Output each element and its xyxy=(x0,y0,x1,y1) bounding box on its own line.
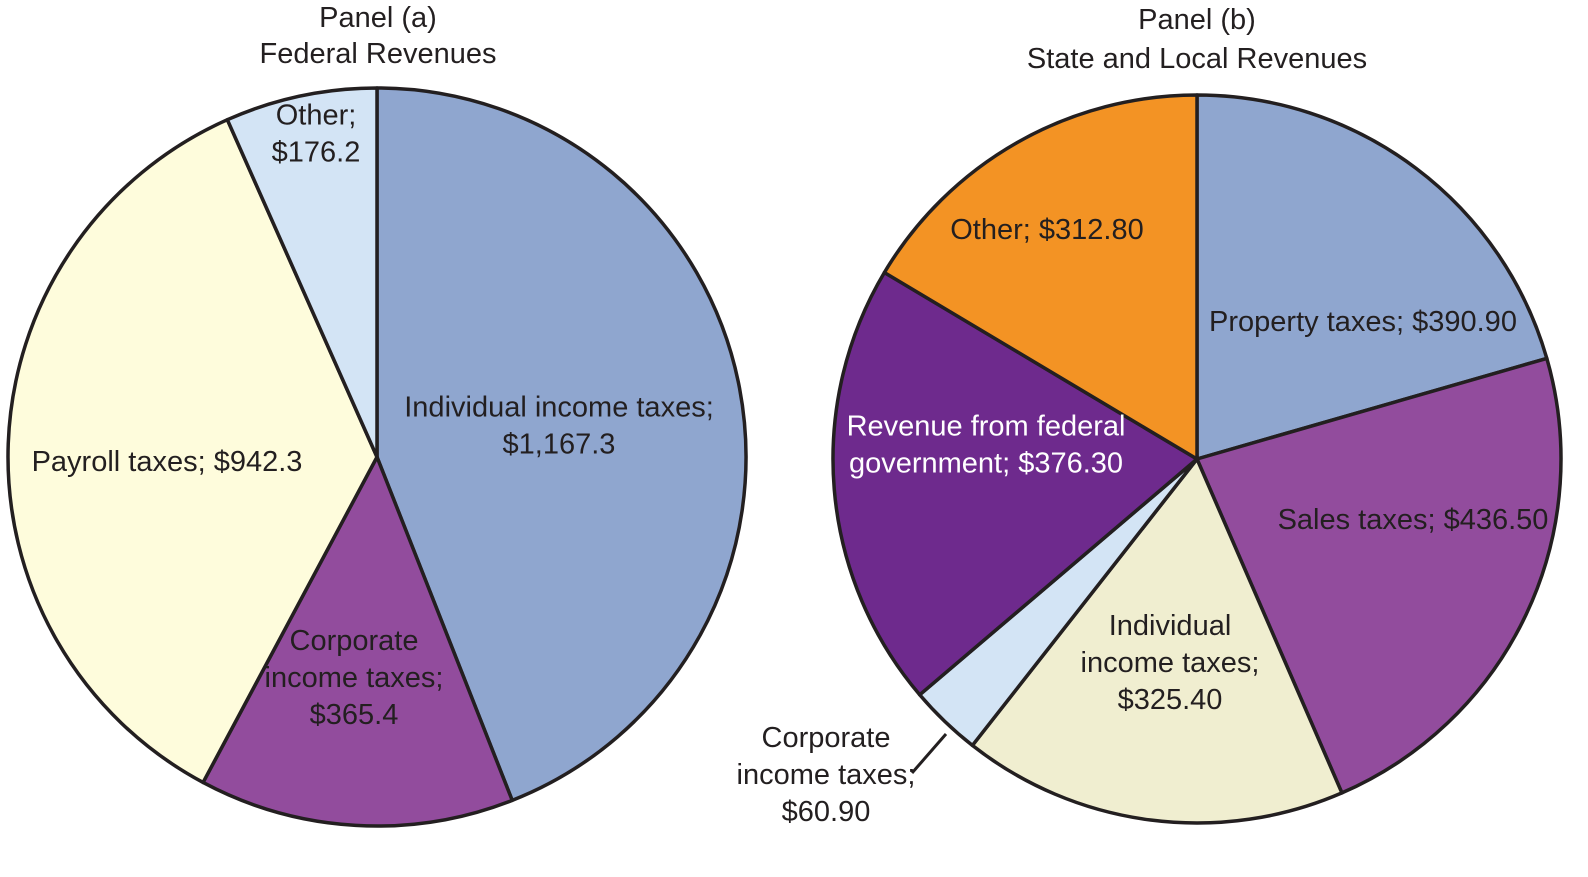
slice-label-line: government; $376.30 xyxy=(849,448,1123,480)
slice-label-sales-taxes: Sales taxes; $436.50 xyxy=(1278,504,1549,536)
slice-label-line: Corporate xyxy=(290,625,419,657)
slice-label-line: $325.40 xyxy=(1118,684,1223,716)
slice-label-line: income taxes; xyxy=(737,759,916,791)
panel-a-federal-revenues: Panel (a) Federal Revenues Individual in… xyxy=(6,2,748,828)
slice-label-line: $176.2 xyxy=(272,137,361,169)
slice-label-line: $365.4 xyxy=(310,699,399,731)
pie-slice-corporate-income-taxes xyxy=(201,455,514,828)
slice-label-line: Other; $312.80 xyxy=(950,214,1143,246)
pie-slice-payroll-taxes xyxy=(6,117,379,785)
slice-label-line: income taxes; xyxy=(265,662,444,694)
panel-b-state-local-revenues: Panel (b) State and Local Revenues Prope… xyxy=(737,4,1563,828)
panel-b-slices xyxy=(831,93,1563,825)
slice-label-other: Other; $176.2 xyxy=(272,100,361,169)
slice-label-payroll-taxes: Payroll taxes; $942.3 xyxy=(32,446,303,478)
panel-a-title-line2: Federal Revenues xyxy=(260,38,497,70)
slice-label-individual-income-taxes: Individual income taxes; $1,167.3 xyxy=(404,392,714,461)
slice-label-corporate-income-taxes: Corporate income taxes; $60.90 xyxy=(737,722,916,828)
slice-label-line: income taxes; xyxy=(1081,647,1260,679)
slice-label-line: $1,167.3 xyxy=(503,429,616,461)
slice-label-line: Individual xyxy=(1109,610,1232,642)
slice-label-line: Payroll taxes; $942.3 xyxy=(32,446,303,478)
slice-label-line: Sales taxes; $436.50 xyxy=(1278,504,1549,536)
slice-label-line: Property taxes; $390.90 xyxy=(1209,306,1517,338)
pie-slice-individual-income-taxes xyxy=(970,457,1344,825)
corporate-income-taxes-leader-line xyxy=(910,733,948,774)
slice-label-individual-income-taxes: Individual income taxes; $325.40 xyxy=(1081,610,1260,716)
slice-label-line: $60.90 xyxy=(782,796,871,828)
slice-label-line: Corporate xyxy=(762,722,891,754)
slice-label-line: Other; xyxy=(276,100,357,132)
pie-slice-other xyxy=(882,93,1199,461)
panel-a-labels: Individual income taxes; $1,167.3 Corporat… xyxy=(32,100,714,732)
pie-slice-sales-taxes xyxy=(1195,356,1563,795)
slice-label-property-taxes: Property taxes; $390.90 xyxy=(1209,306,1517,338)
pie-slice-other xyxy=(225,86,379,459)
panel-b-title-line1: Panel (b) xyxy=(1138,4,1256,36)
pie-slice-revenue-from-federal-government xyxy=(831,270,1199,697)
pie-slice-property-taxes xyxy=(1195,93,1549,461)
slice-label-line: Revenue from federal xyxy=(847,411,1126,443)
panel-a-slices xyxy=(6,86,748,828)
pie-slice-individual-income-taxes xyxy=(375,86,748,803)
slice-label-corporate-income-taxes: Corporate income taxes; $365.4 xyxy=(265,625,444,731)
panel-b-labels: Property taxes; $390.90 Sales taxes; $436… xyxy=(737,214,1549,828)
panel-a-title-line1: Panel (a) xyxy=(319,2,437,34)
slice-label-other: Other; $312.80 xyxy=(950,214,1143,246)
slice-label-revenue-from-federal-government: Revenue from federal government; $376.30 xyxy=(847,411,1126,480)
slice-label-line: Individual income taxes; xyxy=(404,392,714,424)
panel-b-title-line2: State and Local Revenues xyxy=(1027,43,1367,75)
